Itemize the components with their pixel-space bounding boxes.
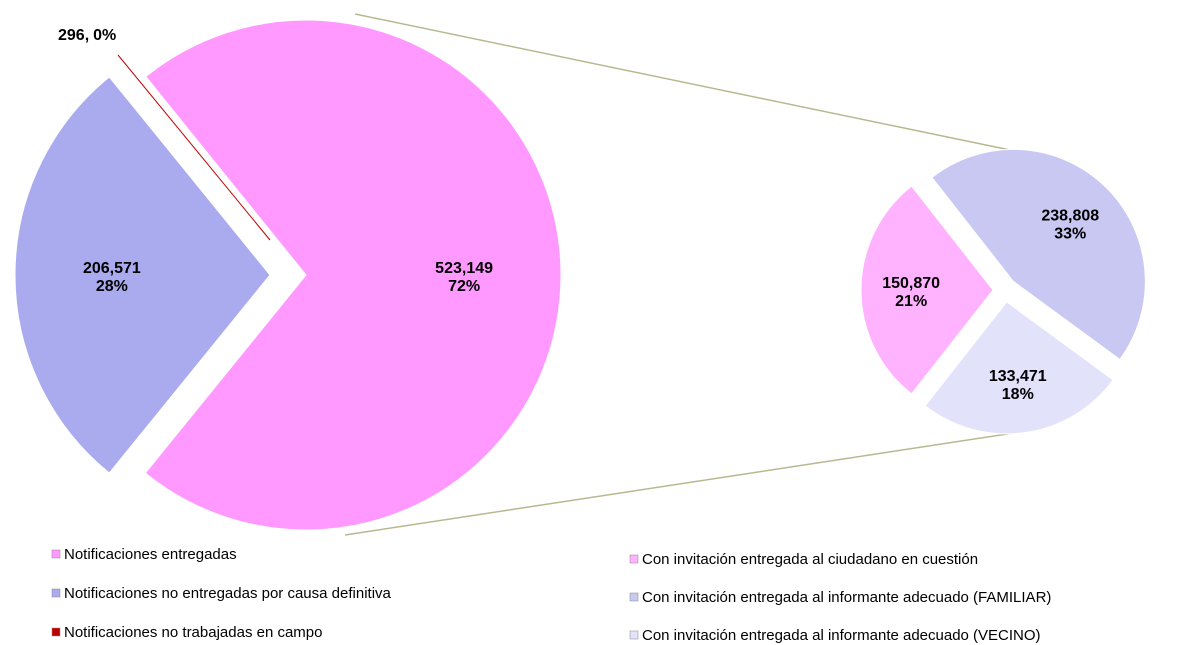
connector-line [344, 431, 1021, 536]
data-label: 150,870 21% [882, 275, 940, 310]
percentage-label: 18% [1002, 386, 1034, 403]
percentage-label: 28% [96, 278, 128, 295]
percentage-label: 0% [93, 27, 116, 44]
connector-line [354, 13, 1011, 151]
data-label: 133,471 18% [989, 368, 1047, 403]
data-label: 206,571 28% [83, 260, 141, 295]
percentage-label: 33% [1054, 226, 1086, 243]
pie-slice [114, 60, 276, 260]
legend-swatch [51, 627, 61, 637]
pie-slice [860, 185, 994, 395]
percentage-label: 72% [448, 278, 480, 295]
pie-slice [924, 301, 1114, 435]
legend-label: Con invitación entregada al informante a… [642, 627, 1041, 644]
value-label: 238,808 [1041, 208, 1099, 225]
legend-swatch [629, 630, 639, 640]
legend-swatch [629, 592, 639, 602]
legend-swatch [51, 588, 61, 598]
value-label: 206,571 [83, 260, 141, 277]
leader-line [117, 54, 271, 241]
legend-swatch [629, 554, 639, 564]
pie-slice [14, 76, 271, 474]
legend-label: Notificaciones no trabajadas en campo [64, 624, 323, 641]
data-label: 296, 0% [58, 27, 116, 44]
legend-swatch [51, 549, 61, 559]
legend-label: Con invitación entregada al informante a… [642, 589, 1051, 606]
data-label: 523,149 72% [435, 260, 493, 295]
legend-label: Con invitación entregada al ciudadano en… [642, 551, 978, 568]
value-label: 296, [58, 27, 89, 44]
percentage-label: 21% [895, 293, 927, 310]
legend-label: Notificaciones no entregadas por causa d… [64, 585, 392, 602]
pie-slice [144, 19, 562, 531]
legend-label: Notificaciones entregadas [64, 546, 237, 563]
value-label: 150,870 [882, 275, 940, 292]
value-label: 133,471 [989, 368, 1047, 385]
data-label: 238,808 33% [1041, 208, 1099, 243]
value-label: 523,149 [435, 260, 493, 277]
pie-slice [931, 148, 1146, 361]
